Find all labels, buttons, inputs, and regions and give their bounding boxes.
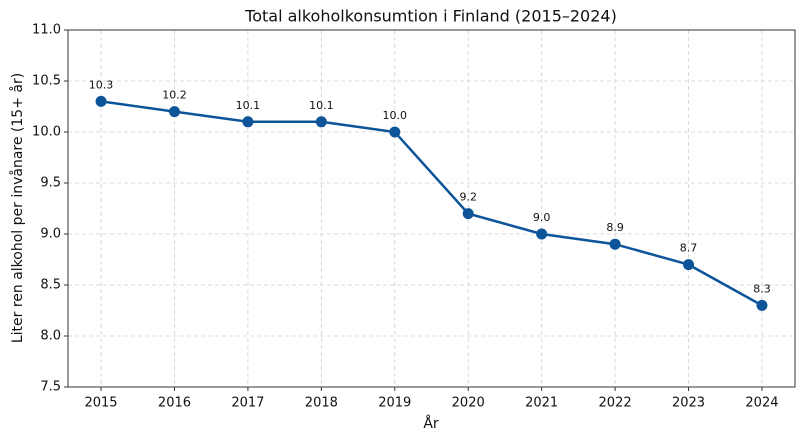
x-tick-label: 2023: [672, 396, 705, 411]
value-label: 9.2: [459, 191, 477, 204]
y-tick-label: 8.0: [40, 329, 61, 344]
x-axis-label: År: [423, 415, 439, 432]
x-tick-label: 2017: [231, 396, 264, 411]
value-label: 10.2: [162, 89, 187, 102]
x-tick-label: 2021: [525, 396, 558, 411]
value-label: 10.3: [89, 78, 114, 91]
point: [242, 116, 254, 128]
point: [536, 228, 548, 240]
chart-title: Total alkoholkonsumtion i Finland (2015–…: [244, 7, 617, 26]
x-tick-label: 2015: [84, 396, 117, 411]
x-tick-label: 2022: [599, 396, 632, 411]
value-label: 10.1: [236, 99, 261, 112]
plot-frame: [67, 29, 796, 388]
y-tick-label: 10.0: [32, 125, 61, 140]
value-label: 8.7: [680, 242, 698, 255]
point: [168, 106, 180, 118]
line: [100, 100, 763, 307]
point: [389, 126, 401, 138]
y-tick-label: 10.5: [32, 74, 61, 89]
x-tick-label: 2024: [745, 396, 778, 411]
point: [683, 259, 695, 271]
y-tick-label: 9.0: [40, 227, 61, 242]
value-label: 10.0: [383, 109, 408, 122]
point: [462, 208, 474, 220]
x-tick-label: 2020: [452, 396, 485, 411]
value-label: 8.3: [753, 282, 771, 295]
y-tick-label: 11.0: [32, 23, 61, 38]
point: [756, 299, 768, 311]
x-tick-label: 2018: [305, 396, 338, 411]
value-label: 10.1: [309, 99, 334, 112]
y-tick-label: 7.5: [40, 380, 61, 395]
point: [315, 116, 327, 128]
y-axis-label: Liter ren alkohol per invånare (15+ år): [9, 73, 26, 343]
x-tick-label: 2016: [158, 396, 191, 411]
y-tick-label: 8.5: [40, 278, 61, 293]
x-tick-label: 2019: [378, 396, 411, 411]
value-label: 9.0: [533, 211, 551, 224]
value-label: 8.9: [606, 221, 624, 234]
y-tick-label: 9.5: [40, 176, 61, 191]
point: [609, 238, 621, 250]
point: [95, 95, 107, 107]
